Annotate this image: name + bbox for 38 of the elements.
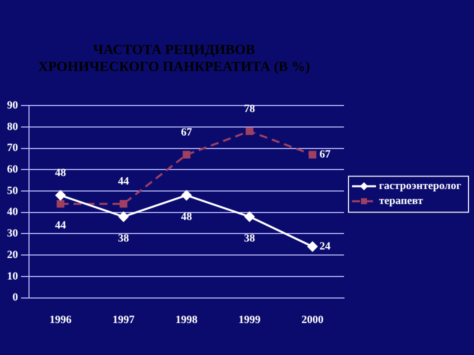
point xyxy=(56,190,66,200)
data-label: 38 xyxy=(118,232,130,244)
data-label: 44 xyxy=(55,220,66,232)
x-tick-label: 1996 xyxy=(50,314,72,326)
y-tick-label: 60 xyxy=(7,164,18,176)
y-tick-label: 90 xyxy=(7,99,18,112)
data-label: 67 xyxy=(181,126,192,139)
point xyxy=(308,150,316,159)
chart-title: ЧАСТОТА РЕЦИДИВОВ ХРОНИЧЕСКОГО ПАНКРЕАТИТА (В %) xyxy=(38,43,310,75)
y-tick-label: 10 xyxy=(7,270,18,282)
point xyxy=(246,127,254,136)
y-tick-label: 20 xyxy=(7,248,18,261)
y-tick-label: 30 xyxy=(7,228,18,240)
legend-label: терапевт xyxy=(379,195,424,208)
point xyxy=(182,190,192,200)
x-tick-label: 1999 xyxy=(238,314,261,326)
point xyxy=(56,200,64,208)
y-tick-label: 70 xyxy=(7,142,18,154)
x-tick-label: 1997 xyxy=(112,314,135,326)
point xyxy=(244,212,254,222)
x-tick-label: 1998 xyxy=(176,314,198,326)
y-tick-label: 40 xyxy=(7,206,18,218)
point xyxy=(182,150,190,159)
y-tick-label: 80 xyxy=(7,120,18,133)
legend-label: гастроэнтеролог xyxy=(379,180,462,192)
data-label: 78 xyxy=(244,103,256,116)
point xyxy=(308,242,318,252)
x-tick-label: 2000 xyxy=(302,314,324,326)
data-label: 48 xyxy=(55,167,66,180)
point xyxy=(120,200,128,208)
data-label: 38 xyxy=(244,232,256,244)
data-label: 24 xyxy=(320,240,331,252)
data-label: 44 xyxy=(118,176,130,188)
data-label: 48 xyxy=(181,211,192,224)
y-tick-label: 50 xyxy=(7,184,18,197)
y-tick-label: 0 xyxy=(12,292,18,304)
point xyxy=(118,212,128,222)
data-label: 67 xyxy=(320,148,331,161)
